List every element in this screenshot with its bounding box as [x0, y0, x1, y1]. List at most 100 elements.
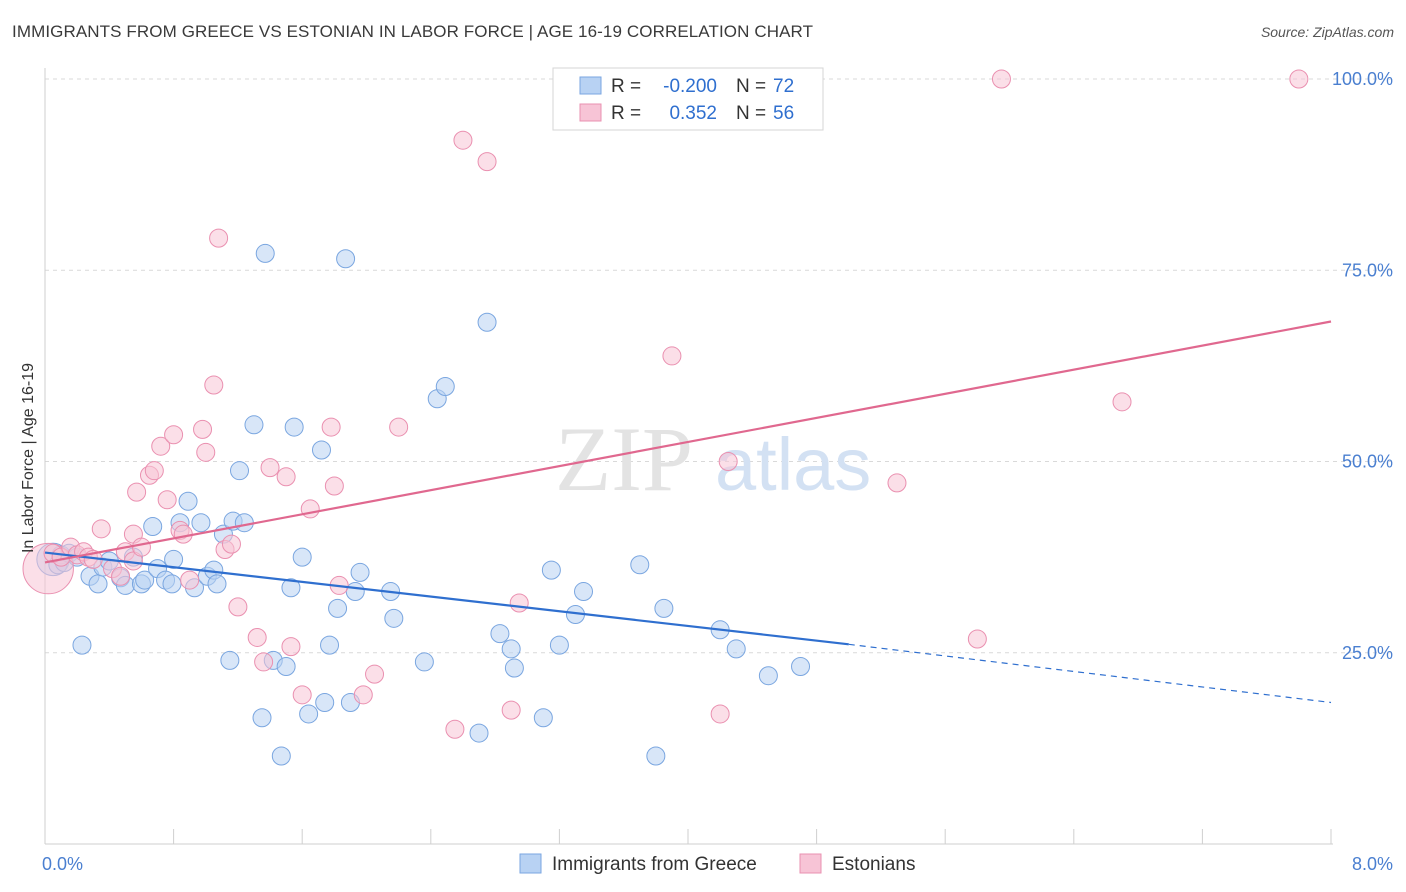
greece-point [207, 574, 227, 594]
greece-point [541, 560, 561, 580]
estonians-point [292, 685, 312, 705]
greece-point [315, 692, 335, 712]
greece-point [292, 547, 312, 567]
greece-point [220, 650, 240, 670]
greece-point [284, 417, 304, 437]
greece-point [178, 491, 198, 511]
estonians-point [193, 419, 213, 439]
estonians-point [365, 664, 385, 684]
greece-point [501, 639, 521, 659]
estonians-point [300, 499, 320, 519]
greece-point [162, 574, 182, 594]
estonians-point [144, 461, 164, 481]
estonians-point [180, 570, 200, 590]
estonians-point [221, 534, 241, 554]
estonians-point [887, 473, 907, 493]
greece-point [533, 708, 553, 728]
estonians-point [164, 425, 184, 445]
legend-n-value-estonians: 56 [773, 103, 794, 124]
estonians-point [276, 467, 296, 487]
y-tick-label: 25.0% [1342, 643, 1393, 663]
estonians-point [353, 685, 373, 705]
greece-trend-line [44, 551, 849, 646]
estonians-point [209, 228, 229, 248]
legend-n-value-greece: 72 [773, 76, 794, 97]
greece-point [477, 312, 497, 332]
greece-point [299, 704, 319, 724]
y-axis-title: In Labor Force | Age 16-19 [20, 363, 37, 553]
greece-point [234, 513, 254, 533]
legend-n-label-greece: N = [736, 76, 766, 97]
greece-point [726, 639, 746, 659]
y-tick-labels: 25.0% 50.0% 75.0% 100.0% [1332, 69, 1393, 663]
estonians-point [196, 442, 216, 462]
series-greece-points [36, 243, 811, 766]
estonians-point [445, 719, 465, 739]
greece-point [646, 746, 666, 766]
watermark-zip: ZIP [555, 408, 693, 510]
greece-point [469, 723, 489, 743]
greece-point [88, 574, 108, 594]
greece-point [791, 657, 811, 677]
estonians-point [127, 482, 147, 502]
series-estonians-points [22, 69, 1309, 739]
greece-point [549, 635, 569, 655]
greece-point [276, 657, 296, 677]
watermark-atlas: atlas [715, 423, 871, 506]
estonians-point [509, 593, 529, 613]
greece-point [255, 243, 275, 263]
estonians-point [662, 346, 682, 366]
y-tick-label: 75.0% [1342, 260, 1393, 280]
legend-r-label-estonians: R = [611, 103, 641, 124]
greece-point [252, 708, 272, 728]
legend-n-label-estonians: N = [736, 103, 766, 124]
estonians-point [247, 627, 267, 647]
legend-r-value-greece: -0.200 [663, 76, 717, 97]
estonians-point [151, 436, 171, 456]
estonians-point [281, 637, 301, 657]
estonians-point [260, 458, 280, 478]
greece-point [230, 461, 250, 481]
greece-point [758, 666, 778, 686]
greece-point [328, 598, 348, 618]
estonians-point [324, 476, 344, 496]
greece-point [135, 570, 155, 590]
legend-swatch-estonians [579, 103, 602, 122]
x-tick-label-max: 8.0% [1352, 854, 1393, 874]
bottom-legend-label-greece: Immigrants from Greece [552, 854, 757, 875]
estonians-point [204, 375, 224, 395]
estonians-point [254, 652, 274, 672]
greece-point [191, 513, 211, 533]
source-credit: Source: ZipAtlas.com [1260, 24, 1394, 40]
greece-trend-extension [848, 643, 1332, 704]
estonians-point [157, 490, 177, 510]
greece-point [435, 377, 455, 397]
legend-r-value-estonians: 0.352 [669, 103, 717, 124]
estonians-point [718, 452, 738, 471]
estonians-point [967, 629, 987, 649]
greece-point [414, 652, 434, 672]
estonians-point [173, 524, 193, 544]
estonians-point [321, 417, 341, 437]
greece-point [630, 555, 650, 575]
estonians-point [111, 566, 131, 586]
bottom-legend-label-estonians: Estonians [832, 854, 915, 875]
greece-point [281, 578, 301, 598]
greece-point [72, 635, 92, 655]
estonians-point [1112, 392, 1132, 412]
estonians-point [991, 69, 1011, 89]
axes [44, 68, 1333, 845]
chart-title: IMMIGRANTS FROM GREECE VS ESTONIAN IN LA… [12, 22, 814, 41]
greece-point [164, 549, 184, 569]
estonians-point [453, 130, 473, 150]
bottom-legend-swatch-estonians [799, 853, 822, 874]
estonians-point [501, 700, 521, 720]
y-tick-label: 50.0% [1342, 452, 1393, 472]
legend-r-label-greece: R = [611, 76, 641, 97]
y-tick-label: 100.0% [1332, 69, 1393, 89]
trend-lines [44, 320, 1332, 704]
estonians-trend-line [44, 320, 1332, 564]
estonians-point [131, 537, 151, 557]
estonians-point [91, 519, 111, 539]
